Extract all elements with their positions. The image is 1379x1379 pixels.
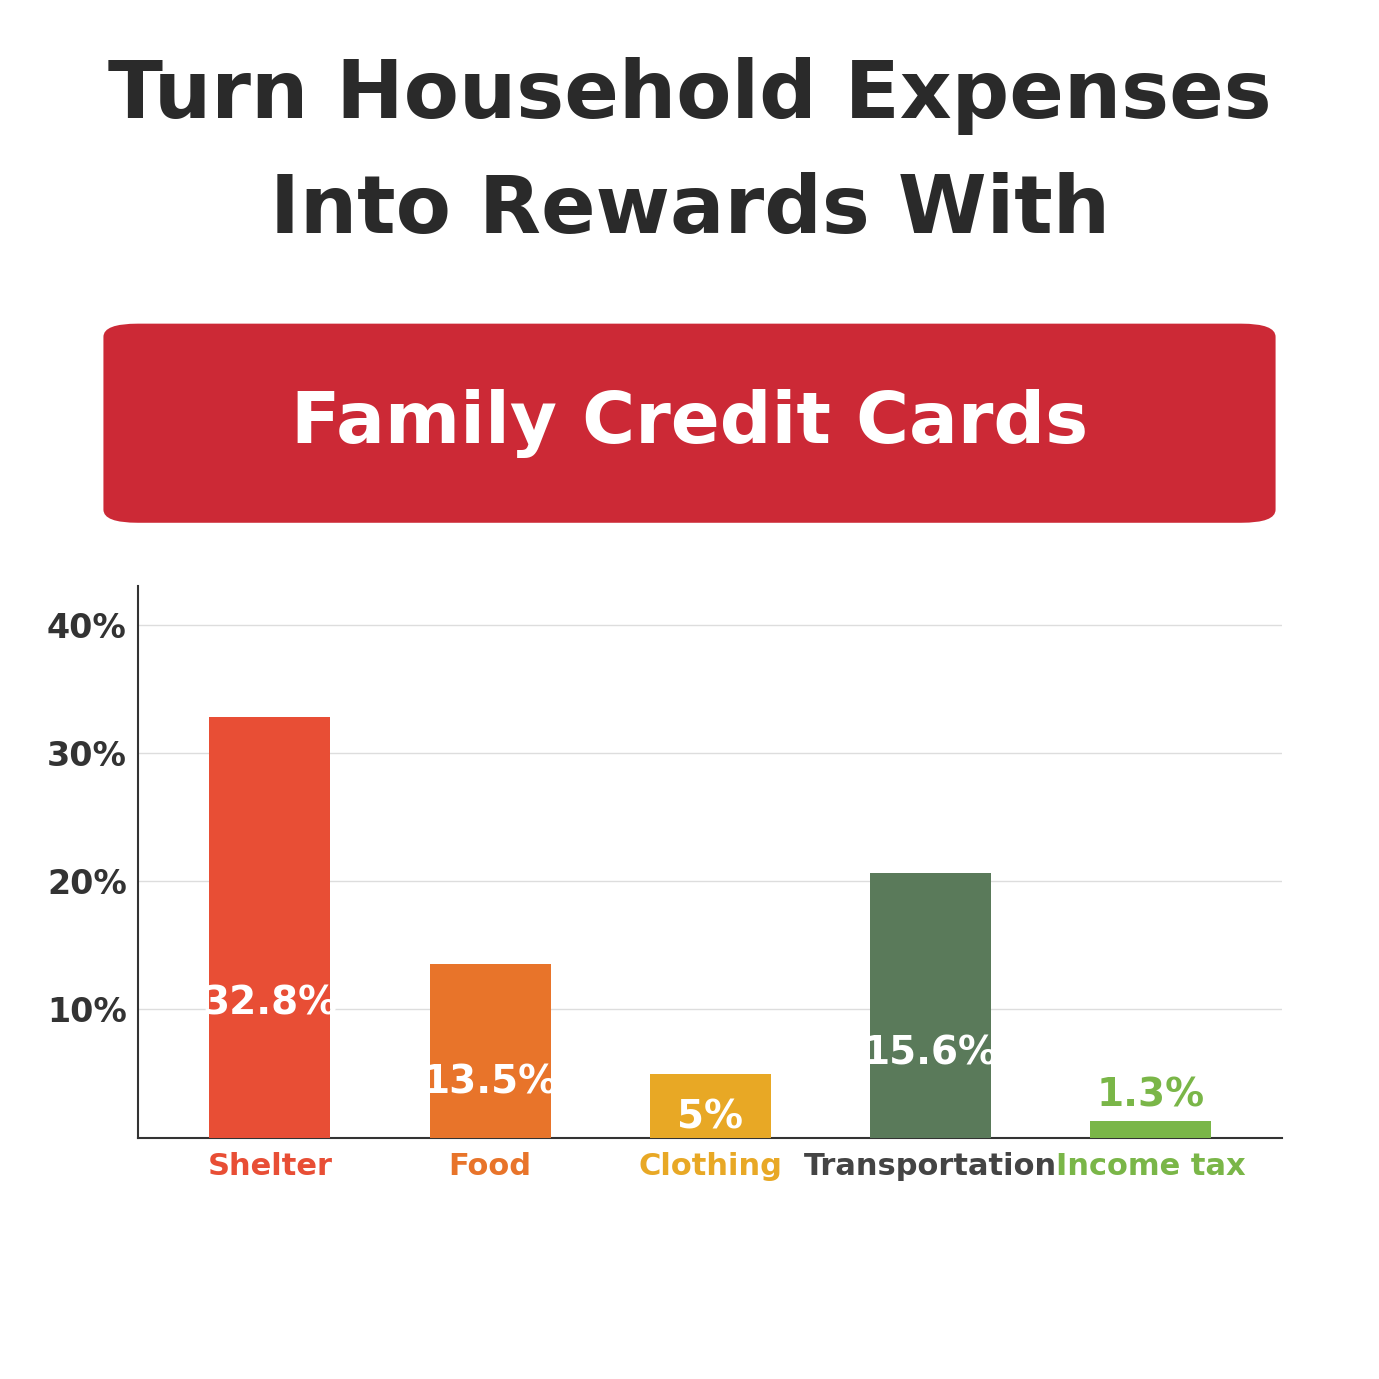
Text: 15.6%: 15.6% [863,1034,998,1071]
Bar [210,717,331,1138]
Text: 13.5%: 13.5% [422,1063,557,1102]
FancyBboxPatch shape [103,324,1276,523]
Text: Into Rewards With: Into Rewards With [269,172,1110,250]
Text: 5%: 5% [677,1098,743,1136]
Text: 1.3%: 1.3% [1096,1077,1204,1114]
Bar [1089,1121,1211,1138]
Text: Family Credit Cards: Family Credit Cards [291,389,1088,458]
Text: 32.8%: 32.8% [203,985,338,1022]
Bar [650,1073,771,1138]
Bar [870,873,992,1138]
Text: Turn Household Expenses: Turn Household Expenses [108,57,1271,135]
Bar [429,964,550,1138]
